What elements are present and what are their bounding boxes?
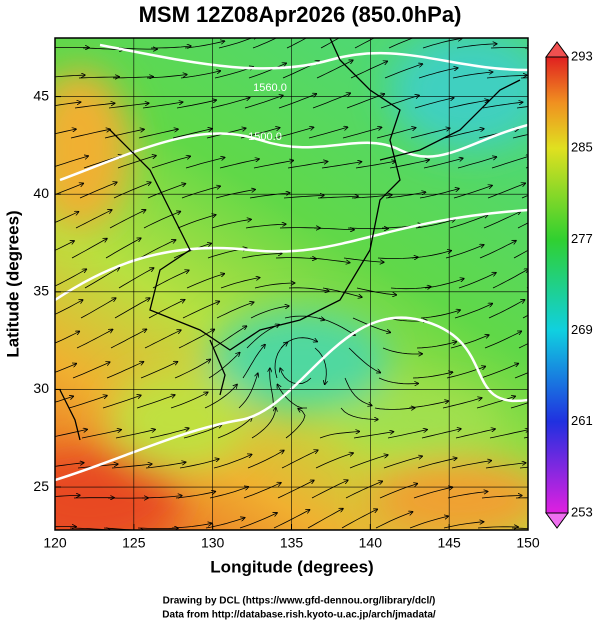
colorbar-label: 261 xyxy=(571,413,593,428)
x-tick-label: 150 xyxy=(516,535,540,551)
title: MSM 12Z08Apr2026 (850.0hPa) xyxy=(139,2,462,27)
footer-line: Drawing by DCL (https://www.gfd-dennou.o… xyxy=(163,596,436,607)
y-tick-label: 45 xyxy=(33,87,49,103)
y-tick-label: 25 xyxy=(33,478,49,494)
y-tick-label: 30 xyxy=(33,380,49,396)
y-axis-label: Latitude (degrees) xyxy=(3,210,22,357)
colorbar-label: 253 xyxy=(571,504,593,519)
x-tick-label: 125 xyxy=(122,535,146,551)
x-tick-label: 130 xyxy=(201,535,225,551)
y-tick-label: 40 xyxy=(33,185,49,201)
colorbar-label: 277 xyxy=(571,231,593,246)
colorbar-label: 293 xyxy=(571,48,593,63)
x-tick-label: 120 xyxy=(43,535,67,551)
x-tick-label: 140 xyxy=(359,535,383,551)
x-tick-label: 135 xyxy=(280,535,304,551)
contour-label: 1560.0 xyxy=(253,82,287,94)
map-field xyxy=(55,38,528,530)
plot-frame xyxy=(54,37,529,531)
x-axis-label: Longitude (degrees) xyxy=(210,557,373,576)
colorbar-label: 269 xyxy=(571,322,593,337)
footer-line: Data from http://database.rish.kyoto-u.a… xyxy=(162,610,436,621)
x-tick-label: 145 xyxy=(437,535,461,551)
y-tick-label: 35 xyxy=(33,283,49,299)
colorbar-label: 285 xyxy=(571,140,593,155)
colorbar xyxy=(545,41,569,529)
contour-label: 1500.0 xyxy=(248,131,282,143)
